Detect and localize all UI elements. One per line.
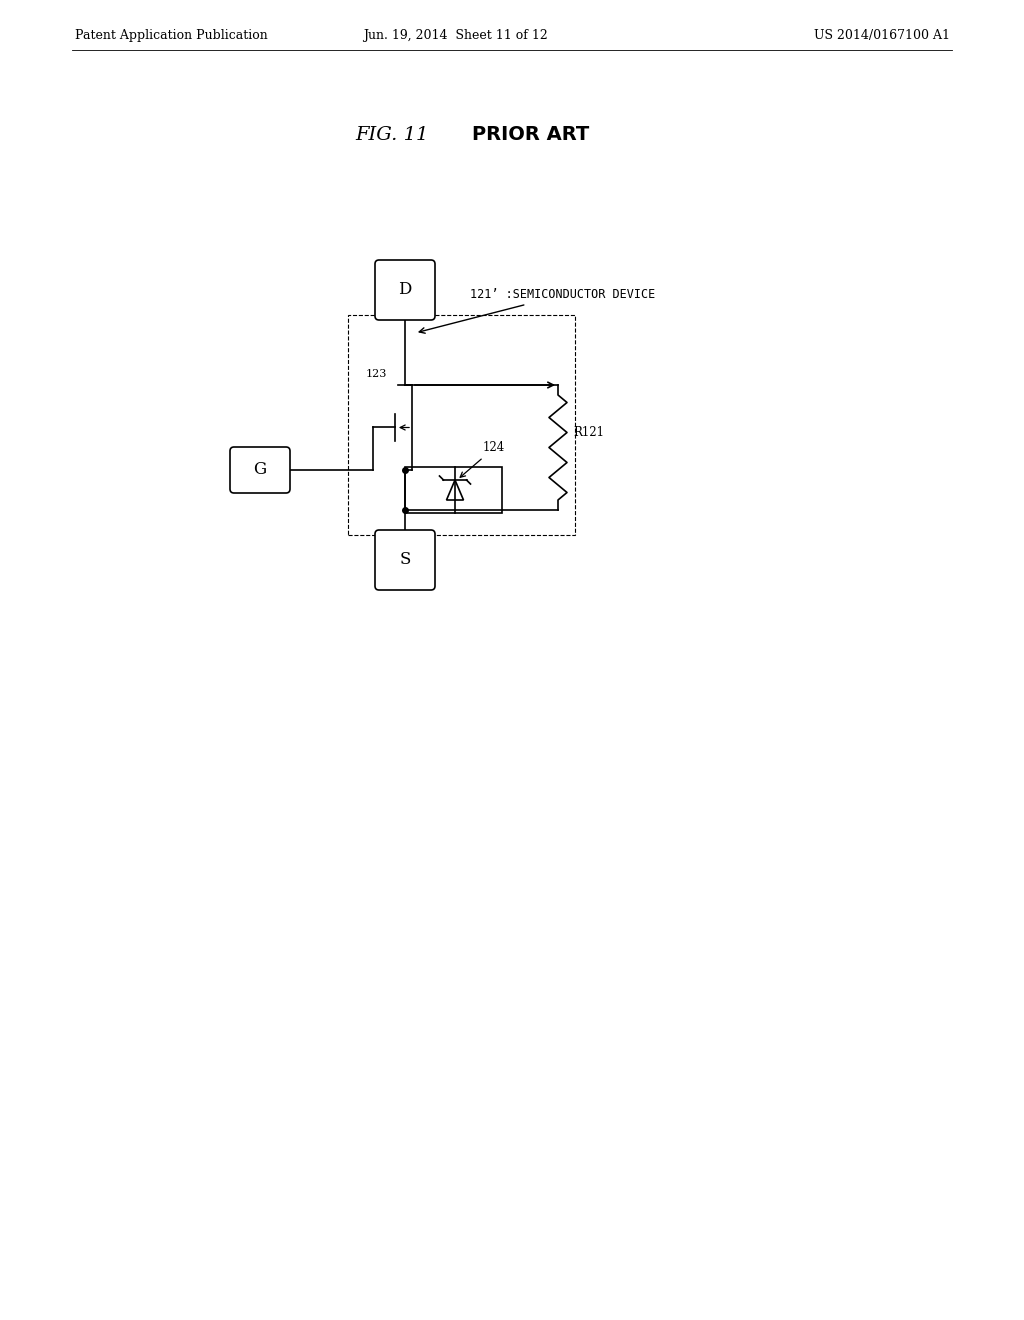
FancyBboxPatch shape xyxy=(230,447,290,492)
Text: 123: 123 xyxy=(366,370,387,379)
Text: D: D xyxy=(398,281,412,298)
Text: 121’ :SEMICONDUCTOR DEVICE: 121’ :SEMICONDUCTOR DEVICE xyxy=(419,289,655,333)
Text: FIG. 11: FIG. 11 xyxy=(355,125,428,144)
FancyBboxPatch shape xyxy=(375,260,435,319)
Text: Jun. 19, 2014  Sheet 11 of 12: Jun. 19, 2014 Sheet 11 of 12 xyxy=(362,29,548,41)
Text: 124: 124 xyxy=(460,441,505,478)
Text: R121: R121 xyxy=(573,426,604,440)
Text: S: S xyxy=(399,552,411,569)
Text: US 2014/0167100 A1: US 2014/0167100 A1 xyxy=(814,29,950,41)
Text: G: G xyxy=(253,462,266,479)
Text: Patent Application Publication: Patent Application Publication xyxy=(75,29,267,41)
FancyBboxPatch shape xyxy=(375,531,435,590)
Text: PRIOR ART: PRIOR ART xyxy=(472,125,589,144)
